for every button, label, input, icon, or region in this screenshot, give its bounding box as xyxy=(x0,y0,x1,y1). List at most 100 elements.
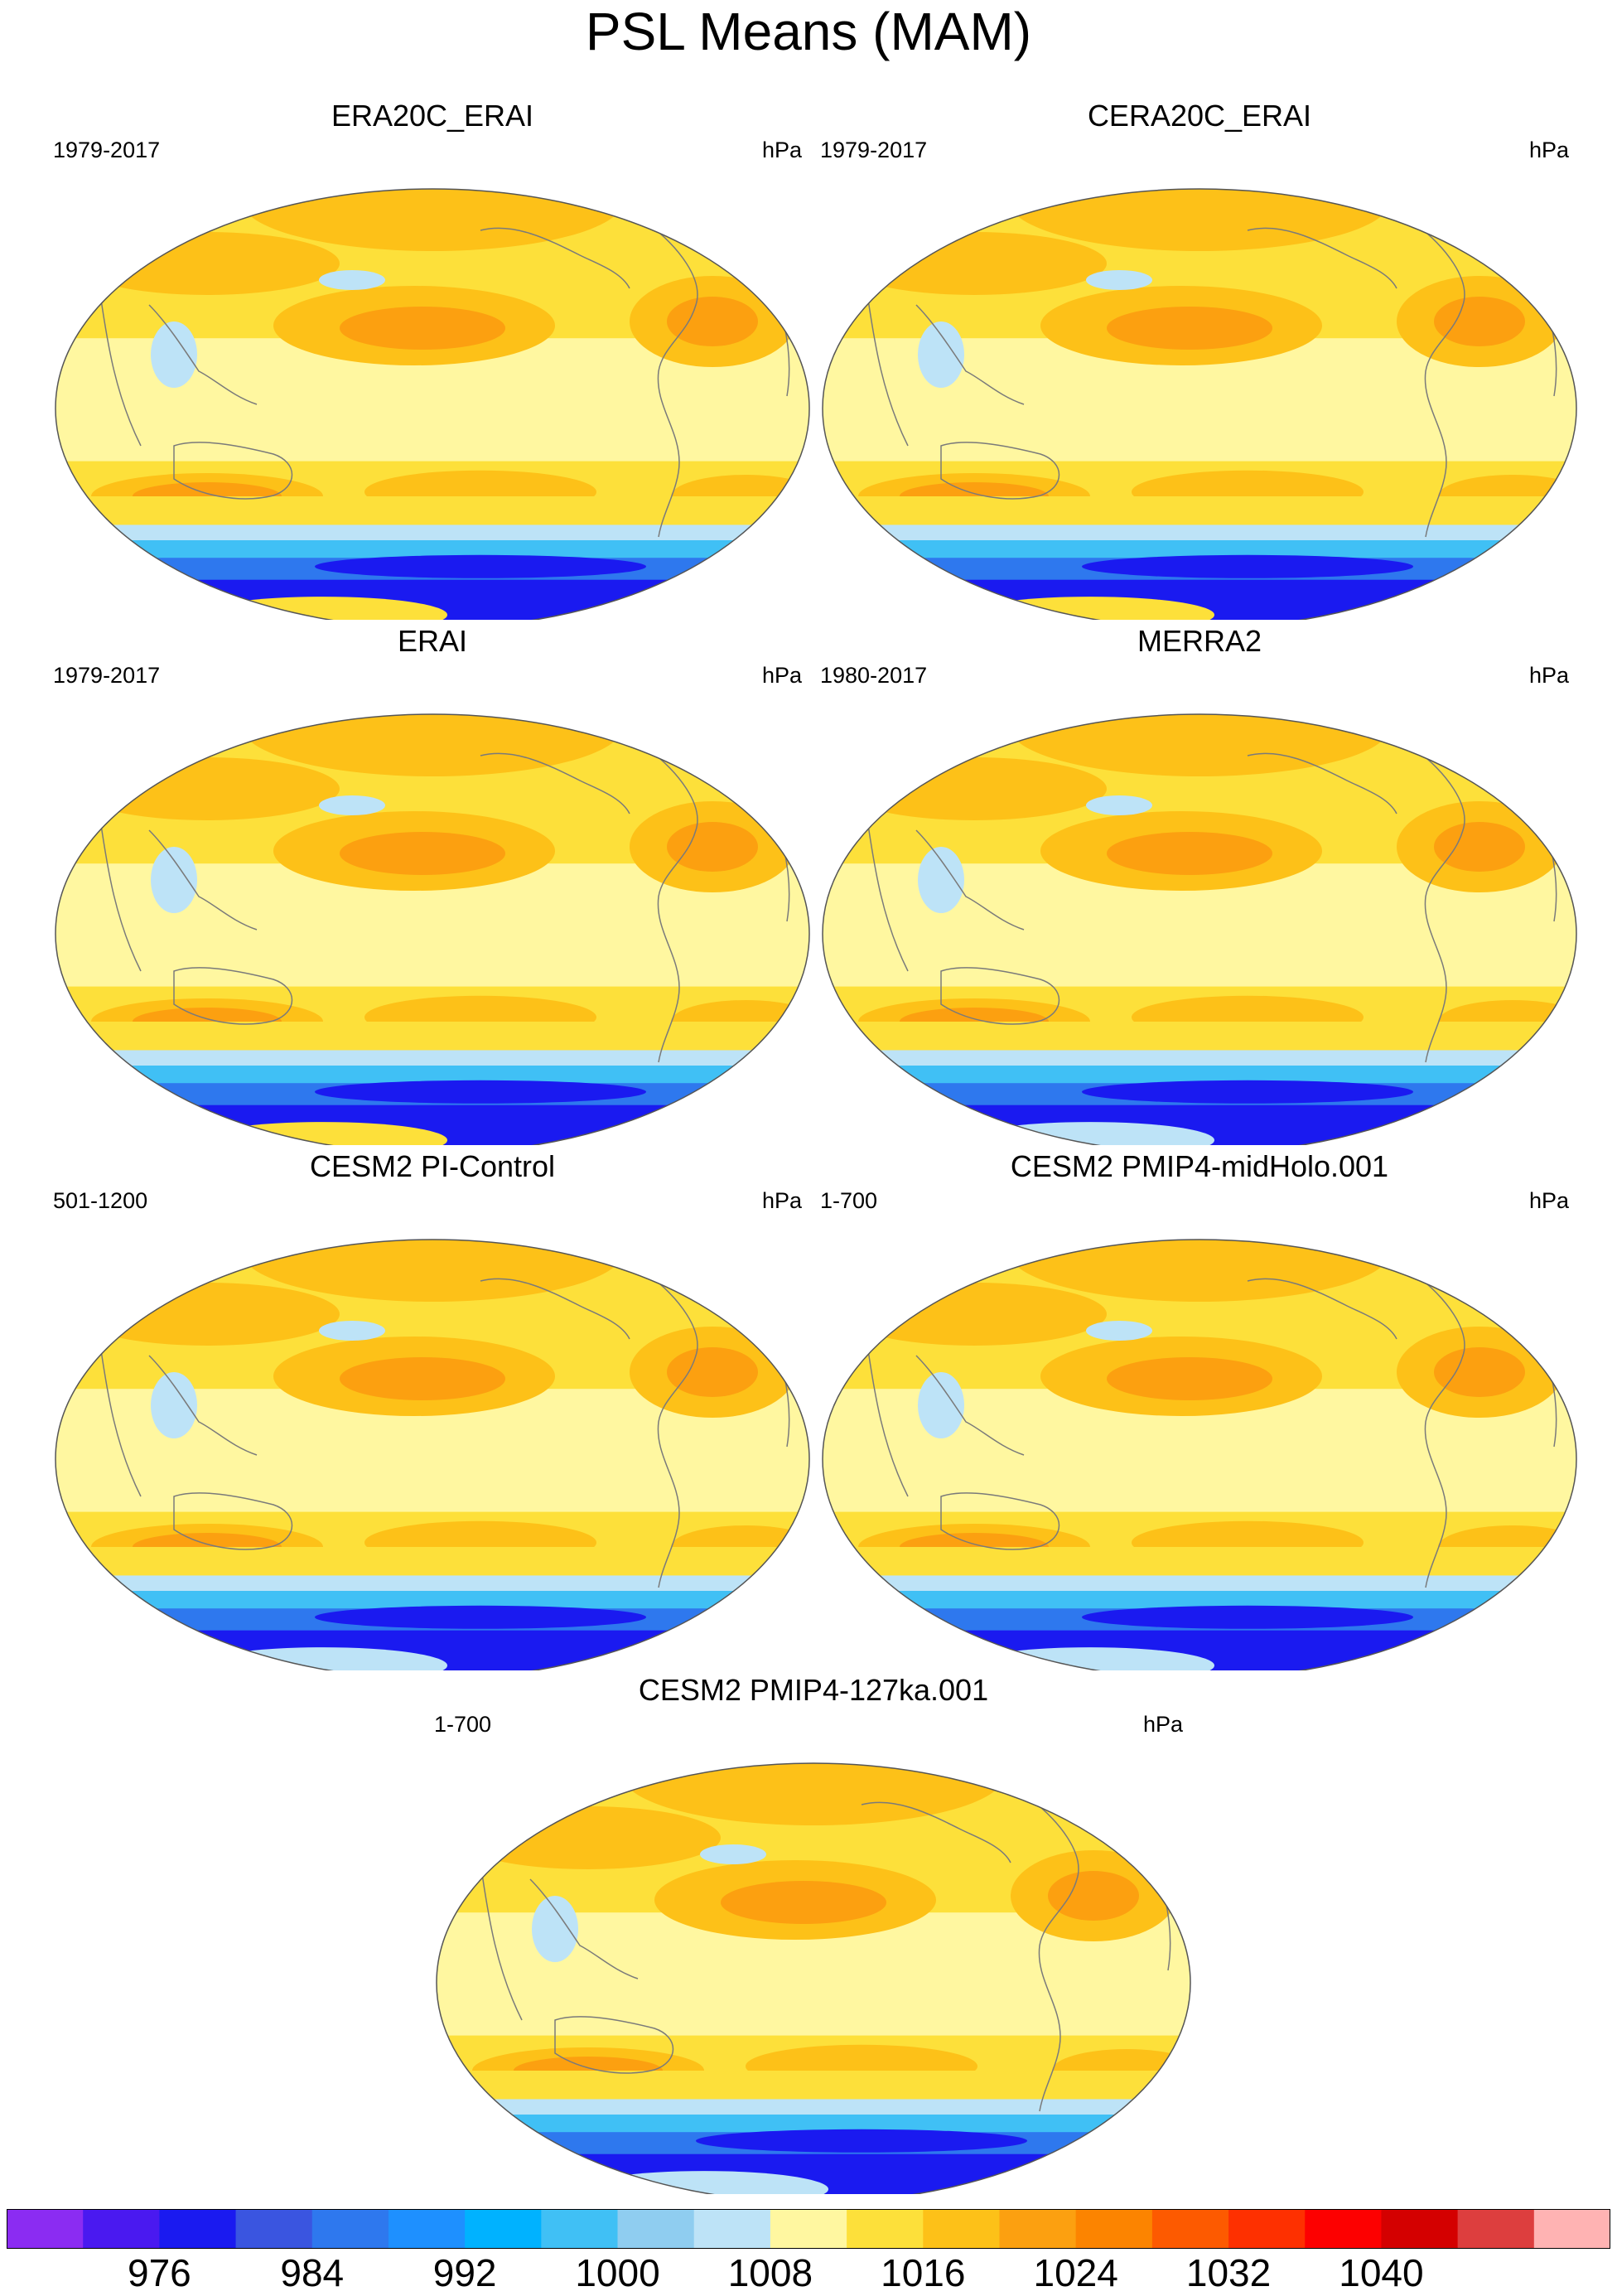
arctic-high xyxy=(242,1240,623,1302)
colorbar-cell xyxy=(235,2209,313,2249)
coastline xyxy=(915,304,1025,405)
circumpolar-trough xyxy=(1082,1080,1413,1104)
colorbar-cell xyxy=(1533,2209,1610,2249)
map-boundary xyxy=(55,1239,810,1670)
map-fill xyxy=(437,1763,1190,2194)
panel-years: 1-700 xyxy=(434,1712,492,1737)
azores-high-core xyxy=(667,822,758,872)
colorbar-cell xyxy=(1075,2209,1153,2249)
colorbar-tick-label: 976 xyxy=(128,2251,191,2294)
map-panel-cesm2-127ka: CESM2 PMIP4-127ka.001 1-700 hPa xyxy=(431,1672,1196,2194)
colorbar-labels: 976 984 992 1000 1008 1016 1024 1032 1040 xyxy=(0,2250,1617,2296)
siberian-high xyxy=(842,232,1107,295)
coastline xyxy=(148,1355,258,1456)
colorbar-tick-label: 1008 xyxy=(727,2251,813,2294)
panel-unit: hPa xyxy=(1528,663,1569,688)
azores-high-core xyxy=(667,297,758,346)
panel-unit: hPa xyxy=(761,663,802,688)
coastline xyxy=(645,221,698,538)
panel-unit: hPa xyxy=(761,138,802,162)
panel-title: CESM2 PMIP4-127ka.001 xyxy=(638,1673,989,1707)
coastline xyxy=(480,227,630,289)
aleutian-low xyxy=(1086,795,1152,815)
coastline xyxy=(148,829,258,930)
siberian-high xyxy=(842,1283,1107,1346)
map-fill xyxy=(56,1240,809,1670)
aleutian-low xyxy=(319,1321,385,1341)
psl-band xyxy=(56,1575,809,1593)
coastline xyxy=(645,747,698,1063)
asian-low xyxy=(918,1372,964,1438)
coastline xyxy=(529,1878,639,1979)
psl-band xyxy=(823,1547,1576,1578)
map-boundary xyxy=(822,188,1577,620)
panel-years: 1979-2017 xyxy=(820,138,928,162)
siberian-high xyxy=(842,757,1107,820)
coastline xyxy=(148,304,258,405)
psl-band xyxy=(437,2099,1190,2116)
coastline xyxy=(480,1278,630,1340)
psl-band xyxy=(823,1575,1576,1593)
map-panel-era20c: ERA20C_ERAI 1979-2017 hPa xyxy=(50,98,815,620)
map-boundary xyxy=(822,713,1577,1145)
coastline xyxy=(915,1355,1025,1456)
pacific-high-core xyxy=(340,307,505,350)
map-panel-merra2: MERRA2 1980-2017 hPa xyxy=(817,623,1582,1145)
coastline xyxy=(940,967,1060,1025)
colorbar-tick-label: 992 xyxy=(432,2251,497,2294)
panel-title: CERA20C_ERAI xyxy=(1087,99,1312,133)
coastline xyxy=(645,1272,698,1588)
aleutian-low xyxy=(319,270,385,290)
siberian-high xyxy=(75,1283,340,1346)
asian-low xyxy=(151,321,197,388)
panel-title: MERRA2 xyxy=(1137,624,1262,658)
asian-low xyxy=(918,321,964,388)
coastline xyxy=(554,2016,674,2074)
coastline xyxy=(1247,227,1397,289)
arctic-high xyxy=(242,189,623,251)
psl-band xyxy=(56,524,809,542)
colorbar-cell xyxy=(693,2209,771,2249)
colorbar-cell xyxy=(923,2209,1000,2249)
psl-band xyxy=(823,524,1576,542)
colorbar-tick-label: 1040 xyxy=(1339,2251,1424,2294)
psl-band xyxy=(56,1066,809,1085)
colorbar-cell xyxy=(770,2209,847,2249)
psl-band xyxy=(56,540,809,560)
colorbar-cell xyxy=(465,2209,542,2249)
asian-low xyxy=(918,847,964,913)
siberian-high xyxy=(456,1806,721,1869)
panel-title: ERA20C_ERAI xyxy=(331,99,534,133)
azores-high-core xyxy=(1048,1871,1139,1921)
psl-map xyxy=(55,188,810,620)
colorbar-cell xyxy=(1457,2209,1535,2249)
panel-unit: hPa xyxy=(1142,1712,1183,1737)
circumpolar-trough xyxy=(315,1605,646,1629)
circumpolar-trough xyxy=(315,1080,646,1104)
circumpolar-trough xyxy=(1082,554,1413,578)
coastline xyxy=(173,1492,293,1550)
map-fill xyxy=(823,1240,1576,1670)
coastline xyxy=(866,813,909,972)
panel-years: 1979-2017 xyxy=(53,663,161,688)
coastline xyxy=(1412,1272,1465,1588)
pacific-high-core xyxy=(1107,307,1272,350)
circumpolar-trough xyxy=(315,554,646,578)
pacific-high-core xyxy=(721,1881,886,1924)
psl-map xyxy=(822,188,1577,620)
panel-years: 1979-2017 xyxy=(53,138,161,162)
pacific-high-core xyxy=(340,832,505,875)
colorbar-cell xyxy=(159,2209,237,2249)
colorbar-tick-label: 1000 xyxy=(575,2251,660,2294)
asian-low xyxy=(151,847,197,913)
circumpolar-trough xyxy=(696,2129,1027,2153)
map-panel-cesm2-picontrol: CESM2 PI-Control 501-1200 hPa xyxy=(50,1148,815,1670)
psl-band xyxy=(823,1050,1576,1067)
coastline xyxy=(173,442,293,500)
map-fill xyxy=(56,189,809,620)
colorbar-cell xyxy=(541,2209,619,2249)
colorbar-cell xyxy=(1305,2209,1382,2249)
circumpolar-trough xyxy=(1082,1605,1413,1629)
aleutian-low xyxy=(319,795,385,815)
coastline xyxy=(1026,1796,1079,2112)
